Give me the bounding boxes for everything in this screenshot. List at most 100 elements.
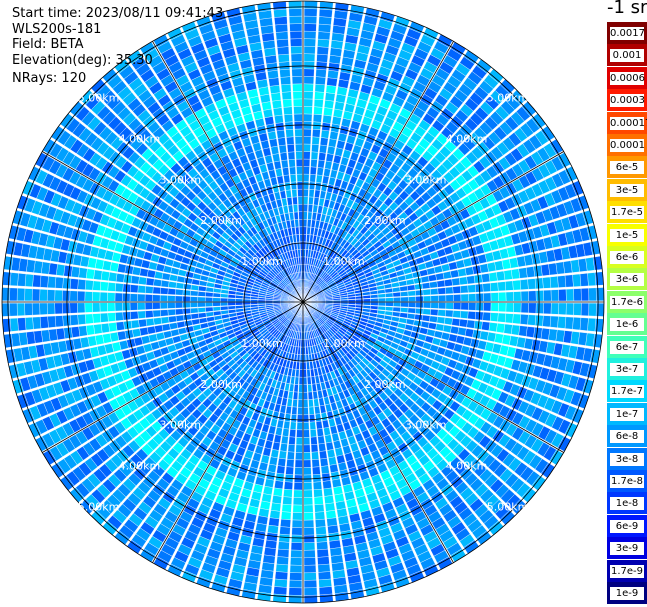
gate-cell	[107, 302, 116, 312]
gate-cell	[235, 302, 244, 306]
gate-cell	[303, 61, 315, 70]
gate-cell	[299, 226, 303, 235]
gate-cell	[114, 302, 123, 312]
gate-cell	[318, 578, 332, 588]
gate-cell	[503, 269, 513, 281]
gate-cell	[400, 307, 409, 313]
gate-cell	[482, 282, 492, 293]
gate-cell	[220, 297, 229, 302]
gate-cell	[161, 323, 171, 332]
gate-cell	[377, 297, 386, 302]
gate-cell	[326, 410, 334, 420]
gate-cell	[306, 234, 311, 243]
gate-cell	[296, 429, 303, 438]
gate-cell	[130, 311, 139, 320]
gate-cell	[272, 487, 283, 497]
gate-cell	[99, 312, 109, 323]
gate-cell	[444, 278, 453, 287]
gate-cell	[407, 290, 416, 297]
gate-cell	[77, 290, 86, 302]
gate-cell	[286, 459, 295, 468]
gate-cell	[270, 502, 282, 512]
gate-cell	[296, 422, 303, 431]
gate-cell	[290, 549, 303, 559]
gate-cell	[286, 197, 293, 206]
gate-cell	[295, 452, 303, 461]
gate-cell	[235, 298, 244, 302]
gate-cell	[405, 278, 415, 286]
gate-cell	[303, 23, 317, 32]
gate-cell	[270, 449, 280, 459]
gate-cell	[114, 292, 123, 302]
colorbar-cell: 1e-6	[607, 313, 647, 336]
gate-cell	[273, 8, 288, 18]
gate-cell	[277, 137, 287, 147]
gate-cell	[528, 290, 537, 302]
gate-cell	[160, 279, 170, 288]
gate-cell	[303, 519, 315, 528]
gate-cell	[323, 168, 331, 177]
gate-cell	[519, 314, 529, 325]
gate-cell	[313, 197, 320, 206]
gate-cell	[557, 316, 567, 329]
gate-cell	[303, 211, 308, 220]
gate-cell	[174, 295, 183, 302]
gate-cell	[314, 189, 321, 199]
gate-cell	[280, 159, 289, 169]
gate-cell	[168, 315, 177, 323]
gate-cell	[310, 151, 319, 160]
gate-cell	[497, 312, 507, 323]
gate-cell	[319, 593, 334, 603]
gate-cell	[295, 444, 303, 453]
gate-cell	[152, 286, 161, 295]
gate-cell	[24, 317, 34, 331]
gate-cell	[298, 211, 303, 220]
colorbar-cell: 1e-8	[607, 492, 647, 515]
gate-cell	[286, 398, 293, 407]
gate-cell	[288, 587, 303, 596]
gate-cell	[543, 302, 552, 315]
gate-cell	[307, 211, 313, 220]
gate-cell	[198, 280, 208, 287]
gate-cell	[32, 274, 42, 288]
gate-cell	[320, 465, 330, 475]
gate-cell	[297, 188, 303, 197]
gate-cell	[275, 31, 289, 41]
gate-cell	[302, 339, 306, 348]
gate-cell	[290, 376, 296, 385]
gate-cell	[326, 77, 338, 87]
gate-cell	[295, 369, 300, 378]
gate-cell	[139, 268, 149, 277]
gate-cell	[579, 317, 589, 331]
gate-cell	[505, 291, 514, 302]
gate-cell	[282, 205, 289, 214]
colorbar-cell: 0.0006	[607, 66, 647, 89]
gate-cell	[294, 459, 303, 468]
gate-cell	[303, 234, 307, 243]
gate-cell	[406, 284, 416, 291]
gate-cell	[458, 318, 468, 328]
colorbar-cell: 3e-5	[607, 178, 647, 201]
range-label: 4.00km	[119, 132, 161, 145]
gate-cell	[275, 563, 289, 573]
gate-cell	[322, 419, 330, 429]
gate-cell	[289, 174, 297, 183]
gate-cell	[347, 302, 356, 305]
gate-cell	[153, 317, 162, 326]
gate-cell	[273, 586, 288, 596]
gate-cell	[295, 226, 300, 235]
gate-cell	[295, 143, 303, 152]
gate-cell	[289, 421, 297, 430]
gate-cell	[588, 302, 597, 317]
field-text: Field: BETA	[12, 37, 84, 52]
gate-cell	[272, 410, 280, 420]
colorbar-label: 1.7e-6	[610, 295, 644, 309]
gate-cell	[451, 277, 461, 286]
gate-cell	[277, 457, 287, 467]
gate-cell	[385, 302, 394, 307]
gate-cell	[309, 181, 316, 190]
gate-cell	[534, 314, 544, 327]
gate-cell	[85, 268, 95, 280]
gate-cell	[9, 287, 18, 302]
gate-cell	[319, 137, 329, 147]
